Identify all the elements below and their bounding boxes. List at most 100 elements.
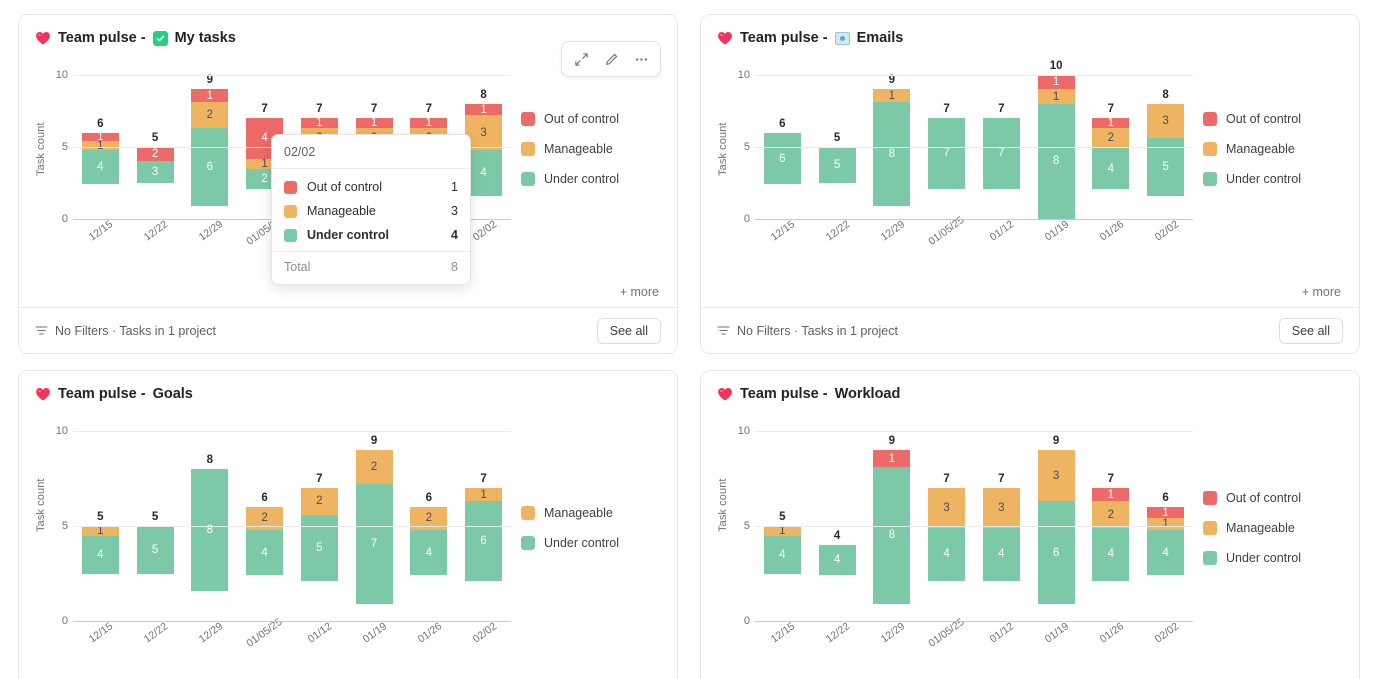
bar-segment[interactable]: 8	[191, 469, 229, 591]
bar-segment[interactable]: 3	[1037, 450, 1075, 502]
bar-segment[interactable]: 4	[1092, 527, 1130, 582]
bar-segment[interactable]: 1	[1092, 118, 1130, 129]
bar-segment[interactable]: 6	[1037, 501, 1075, 604]
bar-stack[interactable]: 5	[818, 147, 856, 219]
legend-item[interactable]: Manageable	[1203, 142, 1343, 156]
bar-segment[interactable]: 4	[81, 535, 119, 574]
bar-segment[interactable]: 4	[81, 149, 119, 185]
bar-segment[interactable]: 1	[873, 89, 911, 103]
expand-button[interactable]	[568, 47, 594, 71]
legend-item[interactable]: Out of control	[521, 112, 661, 126]
legend-item[interactable]: Out of control	[1203, 491, 1343, 505]
bar-segment[interactable]: 2	[410, 507, 448, 530]
legend-item[interactable]: Under control	[1203, 172, 1343, 186]
bar-segment[interactable]: 4	[1092, 148, 1130, 189]
bar-stack[interactable]: 6	[763, 132, 801, 219]
bar-stack[interactable]: 5	[136, 526, 174, 621]
bar-segment[interactable]: 1	[1092, 488, 1130, 502]
bar-segment[interactable]: 1	[465, 488, 503, 502]
bar-segment[interactable]: 2	[246, 507, 284, 530]
see-all-button[interactable]: See all	[596, 317, 661, 344]
bar-stack[interactable]: 7	[982, 118, 1020, 219]
legend-item[interactable]: Out of control	[1203, 112, 1343, 126]
bar-segment[interactable]: 5	[136, 526, 174, 574]
legend-item[interactable]: Manageable	[1203, 521, 1343, 535]
more-link[interactable]: + more	[1301, 285, 1341, 299]
bar-segment[interactable]: 1	[246, 158, 284, 169]
legend-item[interactable]: Under control	[521, 172, 661, 186]
bar-segment[interactable]: 8	[1037, 103, 1075, 219]
legend-item[interactable]: Under control	[521, 536, 661, 550]
bar-segment[interactable]: 6	[465, 501, 503, 582]
bar-segment[interactable]: 2	[300, 488, 338, 515]
bar-segment[interactable]: 1	[81, 141, 119, 150]
bar-stack[interactable]: 8	[191, 469, 229, 621]
bar-segment[interactable]: 2	[355, 450, 393, 485]
bar-segment[interactable]: 4	[982, 527, 1020, 582]
bar-segment[interactable]: 2	[136, 147, 174, 162]
bar-segment[interactable]: 3	[982, 488, 1020, 528]
more-options-button[interactable]	[628, 47, 654, 71]
bar-segment[interactable]: 4	[1147, 529, 1185, 576]
bar-segment[interactable]: 1	[191, 89, 229, 103]
bar-segment[interactable]: 4	[465, 149, 503, 196]
bar-segment[interactable]: 8	[873, 102, 911, 207]
bar-segment[interactable]: 1	[300, 118, 338, 129]
bar-segment[interactable]: 4	[410, 529, 448, 576]
bar-segment[interactable]: 7	[982, 118, 1020, 189]
bar-segment[interactable]: 4	[818, 545, 856, 576]
bar-segment[interactable]: 1	[1037, 89, 1075, 104]
bar-segment[interactable]: 1	[1037, 75, 1075, 90]
bar-segment[interactable]: 5	[818, 147, 856, 183]
more-link[interactable]: + more	[619, 285, 659, 299]
bar-segment[interactable]: 3	[136, 161, 174, 183]
bar-stack[interactable]: 7	[928, 118, 966, 219]
bar-segment[interactable]: 2	[1092, 128, 1130, 149]
bar-segment[interactable]: 2	[1092, 501, 1130, 528]
legend-item[interactable]: Manageable	[521, 506, 661, 520]
bar-segment[interactable]: 4	[246, 529, 284, 576]
legend-item[interactable]: Manageable	[521, 142, 661, 156]
bar-segment[interactable]: 1	[763, 526, 801, 536]
bar-segment[interactable]: 1	[1147, 518, 1185, 530]
bar-segment[interactable]: 1	[355, 118, 393, 129]
